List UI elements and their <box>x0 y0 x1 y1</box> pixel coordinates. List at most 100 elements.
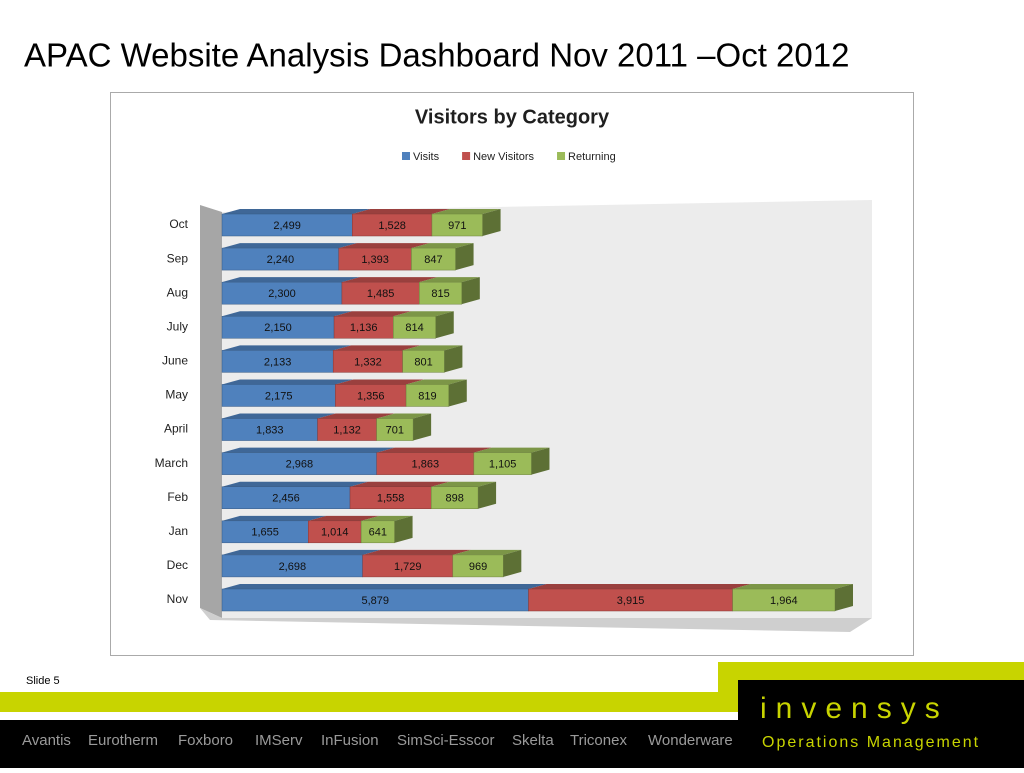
bar-top <box>222 345 352 351</box>
brand: IMServ <box>255 732 303 749</box>
bar-top <box>222 209 371 214</box>
bar-top <box>308 515 380 521</box>
bar-top <box>222 277 360 283</box>
bar <box>452 554 504 578</box>
bar-top <box>222 311 353 317</box>
data-label: 819 <box>418 390 436 402</box>
legend-swatch <box>557 152 566 160</box>
data-label: 2,300 <box>268 288 296 300</box>
chart-side-wall <box>200 205 222 618</box>
bar-top <box>333 345 421 351</box>
data-label: 815 <box>431 288 449 300</box>
data-label: 2,968 <box>286 459 314 471</box>
bar <box>393 316 437 339</box>
data-label: 1,729 <box>394 561 422 573</box>
data-label: 1,863 <box>412 459 440 471</box>
legend-label: Visits <box>413 151 440 163</box>
data-label: 701 <box>386 424 404 436</box>
data-label: 2,150 <box>264 322 292 334</box>
brand: Foxboro <box>178 732 233 749</box>
bar-top <box>402 345 463 351</box>
bar-top <box>393 311 454 317</box>
bar-top <box>528 584 751 589</box>
bar-end <box>394 515 413 543</box>
bar-top <box>222 413 336 419</box>
data-label: 2,240 <box>267 254 295 266</box>
bar-top <box>411 243 474 249</box>
data-label: 2,133 <box>264 356 292 368</box>
chart-floor <box>200 608 872 632</box>
bar-end <box>835 584 853 611</box>
brand: SimSci-Esscor <box>397 732 495 749</box>
bar-end <box>413 413 432 441</box>
brand: Triconex <box>570 732 627 749</box>
data-label: 847 <box>424 254 442 266</box>
logo: invensys <box>760 692 949 725</box>
bar-end <box>461 277 480 305</box>
data-label: 1,528 <box>378 220 406 232</box>
data-label: 2,698 <box>279 561 307 573</box>
brand-list: Avantis Eurotherm Foxboro IMServ InFusion Sim… <box>22 732 733 749</box>
bar-end <box>448 379 467 407</box>
category-label: Aug <box>167 285 188 299</box>
bar-top <box>222 515 327 521</box>
data-label: 2,499 <box>273 220 301 232</box>
bar-top <box>361 515 413 521</box>
brand: InFusion <box>321 732 379 749</box>
bar-top <box>222 447 395 453</box>
data-label: 1,833 <box>256 424 284 436</box>
bar-end <box>444 345 463 373</box>
category-label: May <box>165 388 188 402</box>
legend-swatch <box>402 152 410 160</box>
bar-top <box>732 584 853 589</box>
legend-label: New Visitors <box>473 151 534 163</box>
data-label: 801 <box>414 356 432 368</box>
bar-top <box>406 379 467 385</box>
bar-end <box>455 243 474 271</box>
category-label: March <box>155 456 188 470</box>
data-label: 5,879 <box>361 595 389 607</box>
chart-back-wall <box>222 200 872 618</box>
bar-top <box>222 584 547 589</box>
category-label: Nov <box>167 592 188 606</box>
data-label: 971 <box>448 220 466 232</box>
data-label: 1,014 <box>321 527 349 539</box>
plot: Visits New Visitors Returning Oct 2,499 1,528… <box>155 151 853 612</box>
bar-top <box>335 379 425 385</box>
bar-top <box>376 447 492 453</box>
chart-title: Visitors by Category <box>415 106 610 128</box>
brand: Wonderware <box>648 732 733 749</box>
tagline: Operations Management <box>762 734 980 751</box>
bar-end <box>531 447 550 475</box>
slide-title: APAC Website Analysis Dashboard Nov 2011… <box>24 37 849 74</box>
category-label: Dec <box>167 558 188 572</box>
bar-top <box>431 481 497 487</box>
bar-top <box>431 209 501 214</box>
data-label: 1,136 <box>350 322 378 334</box>
bar-top <box>376 413 432 419</box>
bar-top <box>352 209 450 214</box>
data-label: 1,655 <box>251 527 279 539</box>
data-label: 1,558 <box>377 493 405 505</box>
data-label: 1,105 <box>489 459 517 471</box>
data-label: 1,393 <box>361 254 389 266</box>
brand: Eurotherm <box>88 732 158 749</box>
bar-end <box>435 311 454 339</box>
category-label: July <box>167 319 188 333</box>
bar-top <box>334 311 412 317</box>
data-label: 1,356 <box>357 390 385 402</box>
data-label: 1,964 <box>770 595 798 607</box>
brand: Skelta <box>512 732 554 749</box>
category-label: Oct <box>169 217 188 231</box>
category-label: June <box>162 354 188 368</box>
bar-end <box>503 549 522 577</box>
data-label: 3,915 <box>617 595 645 607</box>
bar-top <box>350 481 450 487</box>
data-label: 1,485 <box>367 288 395 300</box>
bar-end <box>482 209 501 236</box>
bar-top <box>473 447 550 453</box>
bar-top <box>341 277 438 283</box>
bar-top <box>222 481 369 487</box>
